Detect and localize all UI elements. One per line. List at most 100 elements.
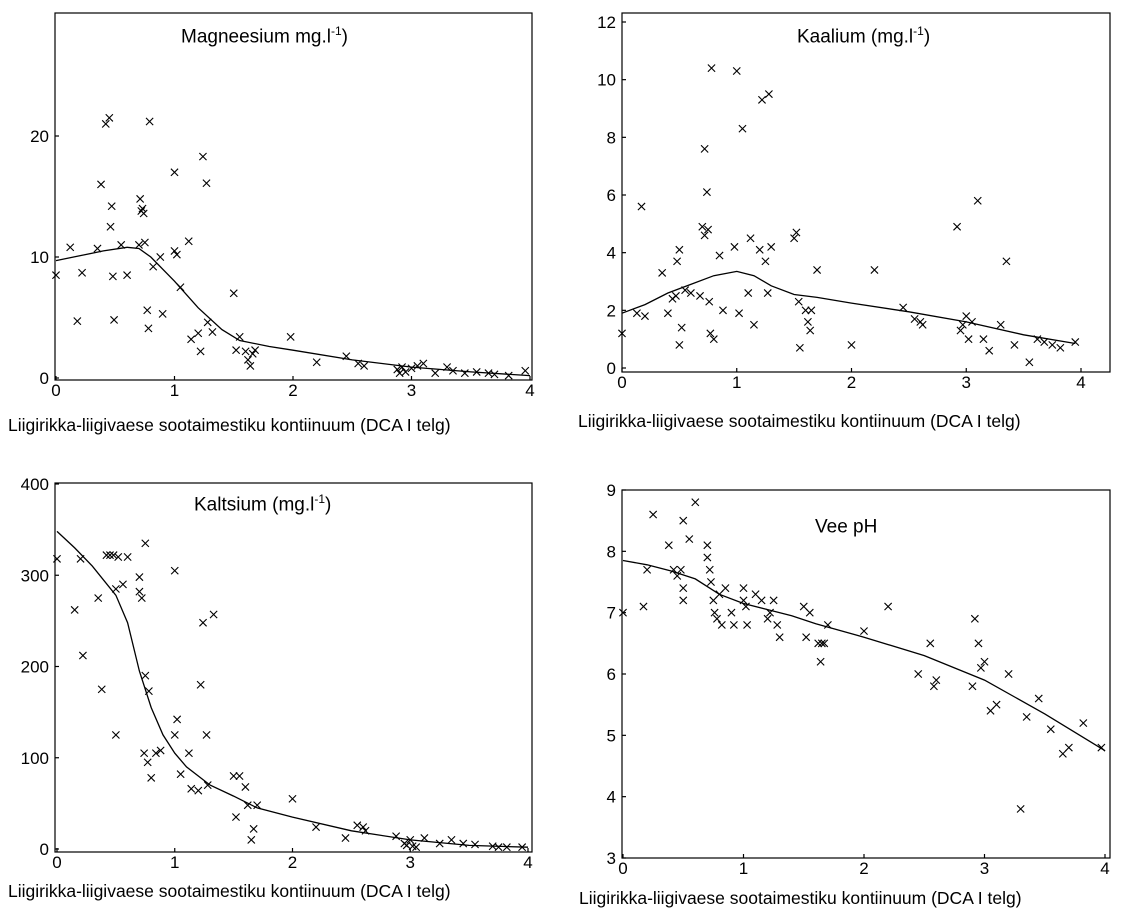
x-tick-label: 2 <box>288 381 297 400</box>
data-point-stroke <box>312 358 321 367</box>
data-point-stroke <box>156 253 165 261</box>
chart-title: Magneesium mg.l-1) <box>181 24 348 48</box>
data-point-stroke <box>675 245 684 254</box>
data-point <box>170 730 179 739</box>
data-point <box>763 289 772 298</box>
data-point <box>681 286 690 295</box>
data-point-stroke <box>986 706 995 715</box>
data-point-stroke <box>1046 725 1055 734</box>
data-point <box>231 813 240 822</box>
data-point-stroke <box>967 317 976 326</box>
data-point <box>194 786 203 795</box>
data-point-stroke <box>792 228 801 237</box>
data-point <box>76 554 85 563</box>
data-point <box>521 366 530 375</box>
data-point <box>1022 712 1031 721</box>
data-point <box>246 361 255 370</box>
data-point-stroke <box>312 823 321 832</box>
data-point <box>763 614 772 623</box>
data-point <box>286 332 295 341</box>
data-point-stroke <box>985 346 994 355</box>
data-point <box>494 843 503 852</box>
data-point-stroke <box>710 608 719 617</box>
data-point-stroke <box>208 328 217 337</box>
data-point <box>140 238 149 247</box>
x-tick-label: 4 <box>1076 373 1085 392</box>
data-point <box>413 361 422 370</box>
y-tick-label: 0 <box>40 840 49 859</box>
data-point-stroke <box>93 244 102 253</box>
data-point <box>1033 335 1042 344</box>
data-point <box>691 498 700 507</box>
data-point-stroke <box>407 364 416 373</box>
data-point-stroke <box>884 602 893 611</box>
data-point <box>194 329 203 338</box>
data-point <box>702 188 711 197</box>
data-point <box>958 320 967 329</box>
x-tick-label: 2 <box>859 859 868 878</box>
data-point-stroke <box>739 596 748 605</box>
data-point <box>640 312 649 321</box>
data-point-stroke <box>105 113 114 122</box>
data-point-stroke <box>401 367 410 376</box>
y-tick-label: 100 <box>21 749 49 768</box>
plot-frame <box>54 482 533 853</box>
data-point <box>705 297 714 306</box>
data-point-stroke <box>108 272 117 281</box>
data-point-stroke <box>342 352 351 361</box>
trend-line <box>621 270 1076 345</box>
data-point <box>184 237 193 246</box>
data-point-stroke <box>413 361 422 370</box>
data-point <box>412 843 421 852</box>
data-point-stroke <box>823 620 832 629</box>
data-point-stroke <box>431 369 440 378</box>
data-point-stroke <box>141 539 150 548</box>
data-point <box>158 309 167 318</box>
data-point-stroke <box>996 320 1005 329</box>
data-point <box>700 144 709 153</box>
data-point <box>956 326 965 335</box>
y-tick-label: 3 <box>607 849 616 868</box>
data-point <box>814 639 823 648</box>
data-point-stroke <box>196 347 205 356</box>
data-point-stroke <box>1022 712 1031 721</box>
data-point-stroke <box>288 794 297 803</box>
data-point-stroke <box>717 620 726 629</box>
data-point-stroke <box>176 283 185 292</box>
data-point-stroke <box>664 541 673 550</box>
data-point-stroke <box>807 306 816 315</box>
data-point-stroke <box>619 608 627 617</box>
data-point-stroke <box>751 590 760 599</box>
data-point <box>78 268 87 277</box>
data-point <box>144 324 153 333</box>
data-point-stroke <box>143 758 152 767</box>
data-point <box>967 317 976 326</box>
data-point-stroke <box>187 784 196 793</box>
data-point-stroke <box>677 323 686 332</box>
data-point-stroke <box>709 335 718 344</box>
data-point-stroke <box>156 746 165 755</box>
data-point-stroke <box>735 309 744 318</box>
data-point-stroke <box>194 786 203 795</box>
data-point-stroke <box>643 565 652 574</box>
trend-line <box>622 559 1106 752</box>
data-point-stroke <box>111 730 120 739</box>
data-point <box>502 843 511 852</box>
trend-line <box>55 246 531 377</box>
data-point-stroke <box>860 627 868 636</box>
x-tick-label: 0 <box>51 381 60 400</box>
data-point <box>361 826 370 835</box>
data-point <box>241 347 250 356</box>
data-point <box>823 620 832 629</box>
data-point-stroke <box>801 306 810 315</box>
data-point-stroke <box>767 242 776 251</box>
data-point <box>1056 343 1065 352</box>
data-point <box>769 596 778 605</box>
data-point-stroke <box>974 639 983 648</box>
data-point-stroke <box>490 370 499 379</box>
data-point-stroke <box>209 610 218 619</box>
data-point <box>407 364 416 373</box>
data-point-stroke <box>727 608 736 617</box>
data-point <box>794 297 803 306</box>
data-point <box>709 596 718 605</box>
